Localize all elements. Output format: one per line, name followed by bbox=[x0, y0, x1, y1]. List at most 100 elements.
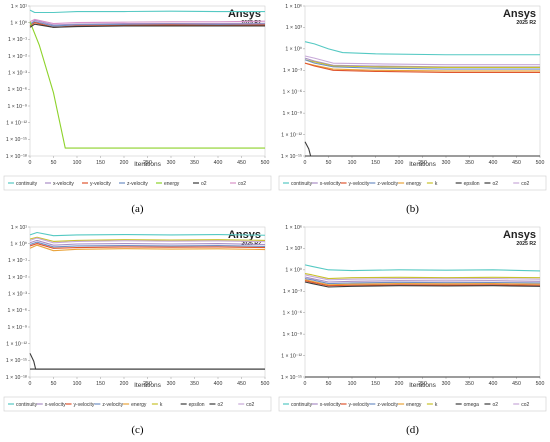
y-tick-label: 1 × 10⁻⁹ bbox=[282, 111, 302, 117]
legend-label-x-velocity: x-velocity bbox=[53, 181, 74, 187]
x-tick-label: 500 bbox=[261, 381, 270, 387]
series-line-energy bbox=[304, 279, 541, 286]
x-tick-label: 0 bbox=[29, 160, 32, 166]
y-tick-label: 1 × 10⁻¹² bbox=[6, 341, 27, 347]
x-tick-label: 250 bbox=[143, 160, 152, 166]
x-axis-label: Iterations bbox=[409, 382, 436, 389]
legend-label-y-velocity: y-velocity bbox=[90, 181, 111, 187]
y-tick-label: 1 × 10⁻³ bbox=[8, 291, 27, 297]
legend-label-epsilon: epsilon bbox=[464, 181, 480, 187]
series-line-k bbox=[304, 273, 541, 280]
y-tick-label: 1 × 10⁻³ bbox=[283, 68, 302, 74]
legend-box bbox=[278, 175, 547, 191]
panel-caption: (b) bbox=[406, 203, 419, 215]
plot-frame bbox=[304, 5, 541, 157]
x-tick-label: 450 bbox=[237, 381, 246, 387]
legend-label-co2: co2 bbox=[238, 181, 246, 187]
y-tick-label: 1 × 10⁻⁹ bbox=[7, 104, 27, 110]
chart-panel-b: 1 × 10⁶ 1 × 10³ 1 × 10⁰ 1 × 10⁻³ 1 × 10⁻⁶ 1 ×… bbox=[275, 0, 550, 221]
x-tick-label: 100 bbox=[73, 160, 82, 166]
y-tick-label: 1 × 10⁻¹⁵ bbox=[281, 154, 302, 160]
x-tick-label: 450 bbox=[512, 160, 521, 166]
series-line-z-velocity bbox=[304, 278, 541, 285]
legend-label-continuity: continuity bbox=[16, 402, 38, 408]
y-tick-label: 1 × 10⁰ bbox=[10, 20, 27, 26]
legend-label-z-velocity: z-velocity bbox=[377, 402, 398, 408]
x-tick-label: 150 bbox=[371, 160, 380, 166]
series-line-y-velocity bbox=[29, 21, 266, 28]
x-tick-label: 300 bbox=[442, 381, 451, 387]
x-tick-label: 450 bbox=[237, 160, 246, 166]
x-tick-label: 200 bbox=[395, 160, 404, 166]
y-tick-label: 1 × 10⁻¹ bbox=[8, 258, 27, 264]
series-line-continuity bbox=[304, 41, 540, 56]
legend-label-omega: omega bbox=[464, 402, 480, 408]
series-line-y-velocity bbox=[29, 242, 266, 249]
x-axis-label: Iterations bbox=[134, 161, 161, 168]
y-tick-label: 1 × 10⁻¹⁵ bbox=[6, 137, 27, 143]
legend-box bbox=[278, 396, 547, 412]
x-tick-label: 150 bbox=[96, 381, 105, 387]
legend-label-z-velocity: z-velocity bbox=[377, 181, 398, 187]
legend-label-energy: energy bbox=[406, 402, 422, 408]
y-tick-label: 1 × 10⁰ bbox=[10, 241, 27, 247]
y-tick-label: 1 × 10⁰ bbox=[285, 47, 302, 53]
series-line-co2 bbox=[29, 237, 266, 244]
panel-caption: (a) bbox=[131, 203, 144, 215]
x-tick-label: 400 bbox=[489, 381, 498, 387]
legend-label-x-velocity: x-velocity bbox=[320, 181, 341, 187]
legend-label-z-velocity: z-velocity bbox=[102, 402, 123, 408]
legend-label-continuity: continuity bbox=[291, 402, 313, 408]
y-tick-label: 1 × 10⁻¹⁸ bbox=[6, 375, 27, 381]
chart-panel-c: 1 × 10¹ 1 × 10⁰ 1 × 10⁻¹ 1 × 10⁻² 1 × 10⁻³ 1 … bbox=[0, 221, 275, 442]
y-tick-label: 1 × 10⁻⁶ bbox=[8, 87, 27, 93]
x-tick-label: 200 bbox=[395, 381, 404, 387]
y-tick-label: 1 × 10⁻¹⁸ bbox=[6, 154, 27, 160]
series-line-omega bbox=[304, 281, 541, 288]
brand-logo: Ansys bbox=[228, 8, 261, 20]
series-line-epsilon bbox=[29, 353, 265, 370]
legend-label-y-velocity: y-velocity bbox=[349, 181, 370, 187]
series-line-co2 bbox=[29, 18, 266, 25]
series-line-k bbox=[304, 59, 540, 68]
plot-frame bbox=[29, 5, 266, 157]
series-line-energy bbox=[304, 62, 540, 72]
x-tick-label: 400 bbox=[489, 160, 498, 166]
y-tick-label: 1 × 10⁻⁶ bbox=[283, 311, 302, 317]
legend-box bbox=[3, 396, 272, 412]
y-tick-label: 1 × 10¹ bbox=[11, 225, 28, 231]
y-tick-label: 1 × 10⁻⁹ bbox=[7, 325, 27, 331]
x-tick-label: 100 bbox=[348, 160, 357, 166]
series-line-epsilon bbox=[304, 141, 540, 157]
y-tick-label: 1 × 10³ bbox=[286, 25, 303, 31]
brand-version: 2025 R2 bbox=[516, 241, 536, 247]
panel-caption: (d) bbox=[406, 424, 419, 436]
y-tick-label: 1 × 10⁻⁶ bbox=[283, 90, 302, 96]
series-line-x-velocity bbox=[304, 276, 541, 283]
x-tick-label: 400 bbox=[214, 160, 223, 166]
series-line-z-velocity bbox=[304, 59, 540, 70]
y-tick-label: 1 × 10⁶ bbox=[285, 4, 302, 10]
series-line-y-velocity bbox=[304, 62, 540, 73]
legend-label-o2: o2 bbox=[217, 402, 223, 408]
x-tick-label: 350 bbox=[190, 160, 199, 166]
series-line-x-velocity bbox=[304, 57, 540, 68]
x-tick-label: 100 bbox=[73, 381, 82, 387]
brand-version: 2025 R2 bbox=[516, 20, 536, 26]
series-line-x-velocity bbox=[29, 239, 266, 246]
y-tick-label: 1 × 10⁻² bbox=[8, 54, 27, 60]
brand-logo: Ansys bbox=[503, 8, 536, 20]
x-tick-label: 250 bbox=[418, 160, 427, 166]
x-tick-label: 0 bbox=[304, 160, 307, 166]
legend-label-co2: co2 bbox=[246, 402, 254, 408]
x-tick-label: 250 bbox=[143, 381, 152, 387]
legend-label-energy: energy bbox=[406, 181, 422, 187]
y-tick-label: 1 × 10⁻¹² bbox=[281, 132, 302, 138]
legend-label-x-velocity: x-velocity bbox=[45, 402, 66, 408]
x-tick-label: 500 bbox=[536, 160, 545, 166]
legend-label-o2: o2 bbox=[492, 402, 498, 408]
legend-label-energy: energy bbox=[131, 402, 147, 408]
x-tick-label: 50 bbox=[326, 160, 332, 166]
x-tick-label: 400 bbox=[214, 381, 223, 387]
legend-label-epsilon: epsilon bbox=[189, 402, 205, 408]
